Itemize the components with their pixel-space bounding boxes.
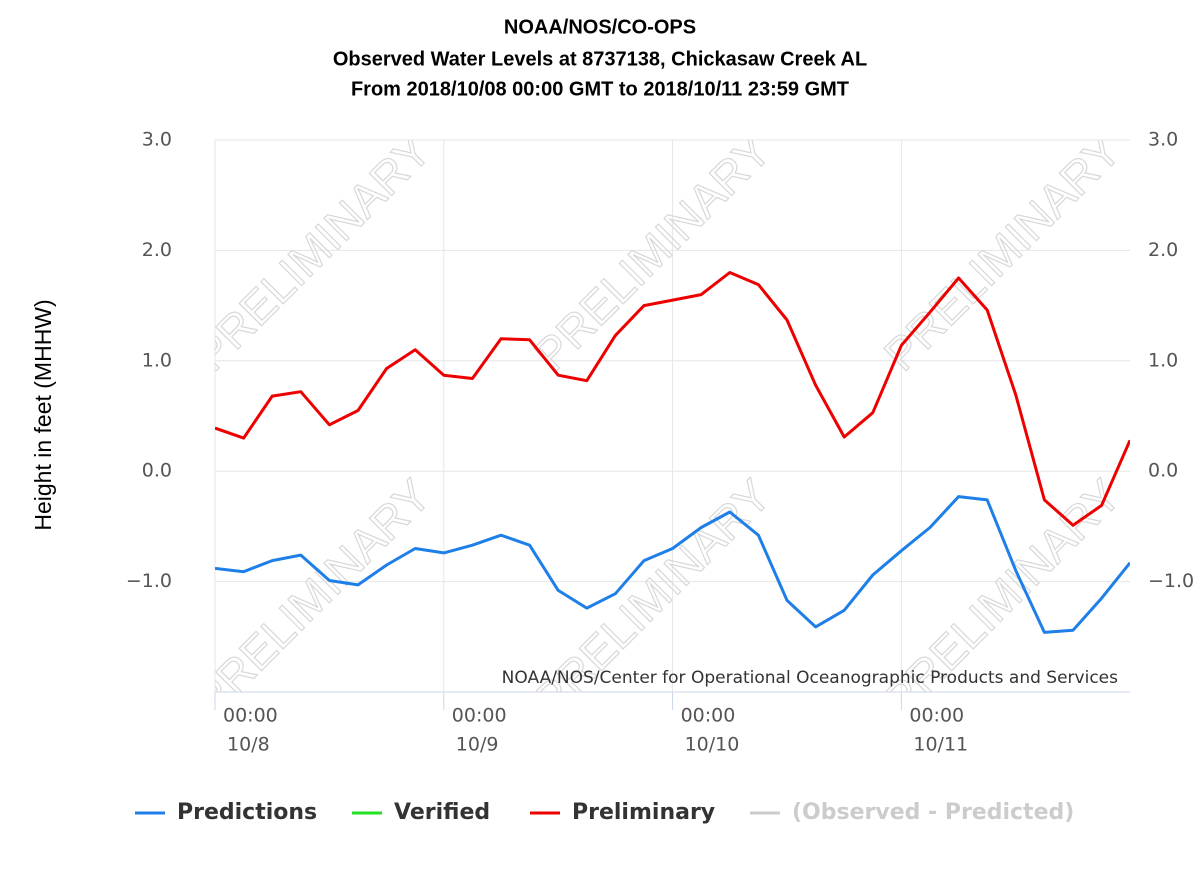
x-tick-label: 10/8: [227, 734, 270, 756]
x-tick-label: 00:00: [681, 705, 736, 727]
y2-tick-label: 3.0: [1148, 129, 1178, 151]
y-tick-label: −1.0: [126, 570, 172, 592]
y2-tick-label: −1.0: [1148, 570, 1194, 592]
credit: NOAA/NOS/Center for Operational Oceanogr…: [502, 668, 1118, 688]
watermark: PRELIMINARY: [184, 469, 441, 726]
x-tick-label: 10/11: [913, 734, 968, 756]
y-tick-label: 0.0: [142, 460, 172, 482]
plot: [215, 271, 1130, 634]
x-tick-label: 00:00: [909, 705, 964, 727]
y2-tick-label: 0.0: [1148, 460, 1178, 482]
watermark: PRELIMINARY: [874, 124, 1131, 381]
legend: Predictions Verified Preliminary (Observed …: [135, 800, 1074, 825]
series-line: [215, 271, 1130, 527]
legend-label[interactable]: Predictions: [177, 800, 317, 825]
watermark: PRELIMINARY: [184, 124, 441, 381]
y2-tick-label: 2.0: [1148, 239, 1178, 261]
legend-label[interactable]: (Observed - Predicted): [792, 800, 1074, 825]
series-line: [215, 495, 1130, 634]
x-tick-label: 10/10: [685, 734, 740, 756]
chart-title: NOAA/NOS/CO-OPS: [504, 16, 696, 38]
y-tick-label: 1.0: [142, 349, 172, 371]
chart-title: From 2018/10/08 00:00 GMT to 2018/10/11 …: [351, 78, 849, 100]
chart-title: Observed Water Levels at 8737138, Chicka…: [333, 48, 867, 70]
y2-tick-label: 1.0: [1148, 349, 1178, 371]
y-tick-label: 3.0: [142, 129, 172, 151]
watermark: PRELIMINARY: [524, 124, 781, 381]
y-tick-label: 2.0: [142, 239, 172, 261]
watermarks: PRELIMINARY PRELIMINARY PRELIMINARY PRELIMI…: [184, 124, 1131, 726]
x-tick-label: 00:00: [452, 705, 507, 727]
x-tick-label: 10/9: [456, 734, 499, 756]
legend-label[interactable]: Preliminary: [572, 800, 715, 825]
y-axis-label: Height in feet (MHHW): [30, 299, 56, 530]
grid: −1.0 0.0 1.0 2.0 3.0 −1.0 0.0 1.0 2.0 3.0 00:00 10/…: [126, 129, 1194, 756]
legend-label[interactable]: Verified: [394, 800, 490, 825]
x-tick-label: 00:00: [223, 705, 278, 727]
